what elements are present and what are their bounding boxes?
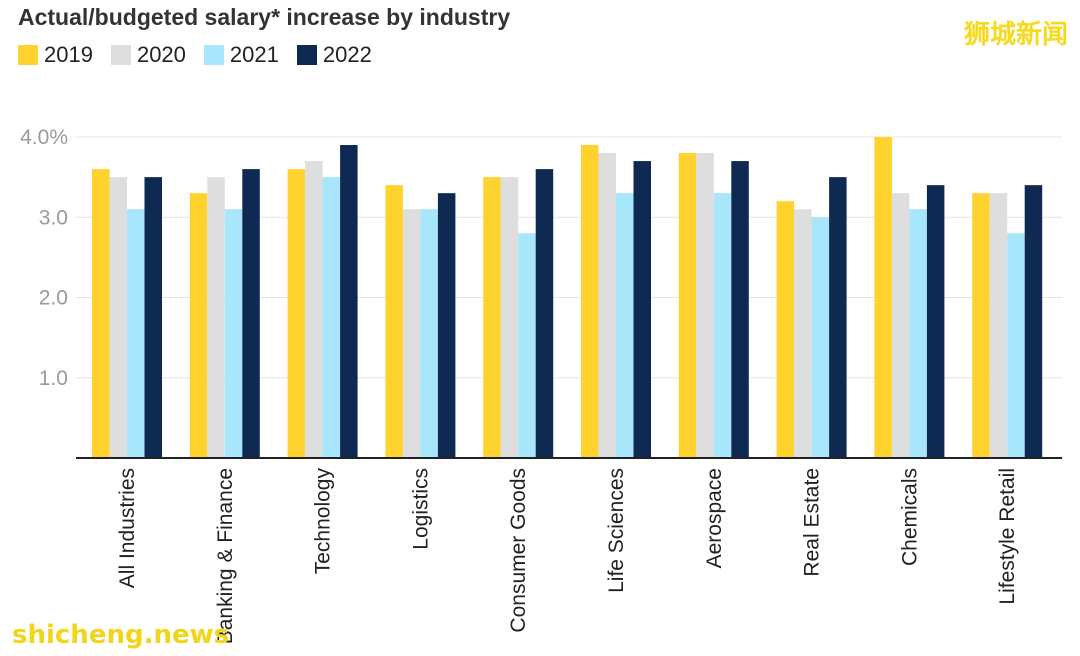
- legend-item-2022: 2022: [296, 42, 372, 68]
- bar-2019-2: [287, 169, 306, 458]
- bar-2021-7: [811, 217, 830, 458]
- bar-2022-0: [144, 177, 162, 458]
- legend-label: 2020: [136, 42, 186, 67]
- bar-2019-7: [776, 201, 795, 458]
- legend-label: 2021: [229, 42, 279, 67]
- bar-2019-4: [483, 177, 501, 458]
- x-tick-label: Logistics: [409, 468, 432, 550]
- bar-2020-9: [989, 193, 1008, 459]
- bar-2020-0: [109, 177, 127, 458]
- bar-2021-0: [127, 209, 145, 458]
- bar-2021-1: [224, 209, 243, 458]
- y-tick-label: 2.0: [39, 287, 68, 310]
- bar-2019-6: [678, 153, 697, 459]
- bar-2019-8: [874, 137, 892, 458]
- bar-2021-2: [322, 177, 341, 458]
- x-tick-label: Real Estate: [801, 468, 824, 577]
- bar-2020-3: [402, 209, 421, 458]
- chart-title: Actual/budgeted salary* increase by indu…: [18, 4, 511, 30]
- x-tick-label: Lifestyle Retail: [996, 468, 1019, 605]
- legend: 2019 2020 2021 2022: [18, 42, 390, 68]
- legend-swatch: [296, 45, 317, 65]
- watermark-bottom-left: shicheng.news: [12, 620, 230, 650]
- legend-swatch: [110, 45, 131, 65]
- bar-2020-7: [794, 209, 812, 458]
- bar-2022-7: [829, 177, 847, 458]
- bar-2020-6: [696, 153, 714, 459]
- legend-label: 2022: [322, 42, 372, 67]
- bar-2019-0: [92, 169, 110, 458]
- bar-2022-8: [926, 185, 945, 458]
- legend-item-2021: 2021: [203, 42, 279, 68]
- bar-2022-1: [242, 169, 260, 458]
- bar-2020-5: [598, 153, 616, 459]
- bar-2019-1: [189, 193, 208, 459]
- legend-item-2020: 2020: [110, 42, 186, 68]
- bar-2019-5: [581, 145, 599, 458]
- bar-2022-2: [340, 145, 358, 458]
- bar-2022-3: [437, 193, 456, 459]
- bar-2020-4: [500, 177, 519, 458]
- watermark-top-right: 狮城新闻: [963, 20, 1068, 50]
- legend-label: 2019: [44, 42, 93, 67]
- bar-2019-3: [385, 185, 403, 458]
- x-tick-label: All Industries: [116, 468, 139, 588]
- bar-2021-4: [518, 233, 536, 458]
- legend-swatch: [18, 45, 38, 65]
- x-tick-label: Chemicals: [898, 468, 921, 566]
- x-tick-label: Banking & Finance: [214, 468, 237, 644]
- bar-2021-3: [420, 209, 438, 458]
- bar-2020-1: [207, 177, 225, 458]
- bar-2021-5: [616, 193, 634, 459]
- bar-2022-4: [535, 169, 554, 458]
- bar-2022-5: [633, 161, 651, 458]
- x-tick-label: Consumer Goods: [507, 468, 530, 633]
- x-tick-label: Aerospace: [703, 468, 726, 568]
- y-tick-label: 1.0: [39, 367, 68, 390]
- y-tick-label: 3.0: [39, 206, 68, 229]
- bar-2021-9: [1007, 233, 1025, 458]
- y-tick-label: 4.0%: [20, 126, 68, 149]
- x-tick-label: Technology: [312, 468, 335, 575]
- legend-swatch: [203, 45, 224, 65]
- bar-2020-2: [305, 161, 323, 458]
- legend-item-2019: 2019: [18, 42, 93, 68]
- bar-2021-8: [909, 209, 927, 458]
- bar-2020-8: [891, 193, 910, 459]
- bar-2022-9: [1024, 185, 1043, 458]
- bar-2022-6: [731, 161, 749, 458]
- bar-2019-9: [972, 193, 990, 459]
- bar-2021-6: [713, 193, 732, 459]
- x-tick-label: Life Sciences: [605, 468, 628, 593]
